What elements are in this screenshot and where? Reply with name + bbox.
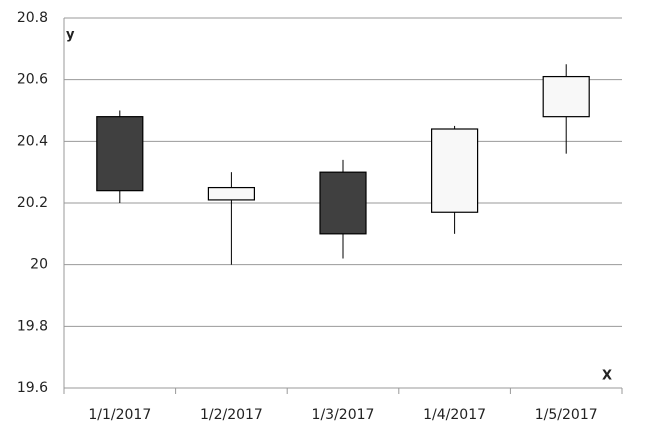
y-tick-label: 20.2 <box>17 195 48 211</box>
x-tick-label: 1/3/2017 <box>312 407 375 423</box>
candle-body <box>542 75 590 118</box>
y-tick-label: 19.6 <box>17 380 48 396</box>
y-tick-label: 20.8 <box>17 10 48 26</box>
y-axis-title: y <box>66 28 75 43</box>
candle-body <box>207 186 255 201</box>
candle-body <box>96 116 144 192</box>
x-tick-label: 1/5/2017 <box>535 407 598 423</box>
y-tick-label: 19.8 <box>17 318 48 334</box>
y-tick-label: 20 <box>30 257 48 273</box>
y-tick-label: 20.4 <box>17 133 48 149</box>
y-tick-label: 20.6 <box>17 72 48 88</box>
x-tick-label: 1/4/2017 <box>423 407 486 423</box>
x-tick-label: 1/2/2017 <box>200 407 263 423</box>
candle-body <box>431 128 479 213</box>
candle-body <box>319 171 367 235</box>
x-tick-label: 1/1/2017 <box>88 407 151 423</box>
x-axis-title: X <box>602 369 612 384</box>
